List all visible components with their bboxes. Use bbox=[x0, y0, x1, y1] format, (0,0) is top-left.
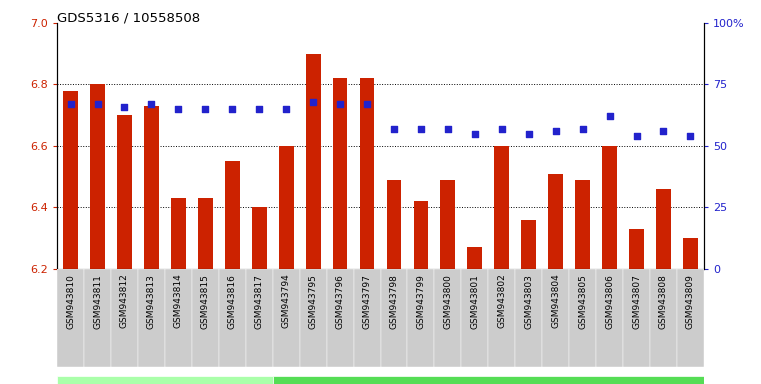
Bar bbox=[596, 269, 623, 367]
Bar bbox=[252, 207, 266, 269]
Bar bbox=[380, 269, 407, 367]
Bar bbox=[219, 269, 246, 367]
Text: GSM943800: GSM943800 bbox=[444, 274, 452, 329]
Point bbox=[91, 101, 103, 107]
Bar bbox=[326, 269, 354, 367]
Bar bbox=[117, 115, 132, 269]
Bar bbox=[495, 146, 509, 269]
Bar bbox=[543, 269, 569, 367]
Point bbox=[469, 131, 481, 137]
Point bbox=[523, 131, 535, 137]
Point bbox=[119, 104, 131, 110]
Bar bbox=[435, 269, 461, 367]
Bar bbox=[90, 84, 105, 269]
Bar bbox=[198, 198, 213, 269]
Bar bbox=[650, 269, 677, 367]
Text: GSM943811: GSM943811 bbox=[93, 274, 102, 329]
Text: GSM943807: GSM943807 bbox=[632, 274, 641, 329]
Bar bbox=[413, 201, 428, 269]
Point bbox=[65, 101, 77, 107]
Point bbox=[172, 106, 184, 112]
Bar bbox=[171, 198, 186, 269]
Point bbox=[415, 126, 427, 132]
Bar bbox=[57, 269, 84, 367]
Point bbox=[577, 126, 589, 132]
Bar bbox=[300, 269, 326, 367]
Bar bbox=[224, 161, 240, 269]
Text: GSM943805: GSM943805 bbox=[578, 274, 587, 329]
Bar bbox=[461, 269, 489, 367]
Point bbox=[603, 113, 616, 119]
Bar bbox=[387, 180, 401, 269]
Point bbox=[307, 99, 319, 105]
Bar bbox=[306, 54, 320, 269]
Bar bbox=[63, 91, 78, 269]
Bar bbox=[279, 146, 294, 269]
Point bbox=[630, 133, 642, 139]
Bar bbox=[272, 376, 704, 384]
Point bbox=[361, 101, 373, 107]
Text: GSM943802: GSM943802 bbox=[497, 274, 506, 328]
Point bbox=[388, 126, 400, 132]
Bar bbox=[192, 269, 219, 367]
Text: GSM943803: GSM943803 bbox=[524, 274, 533, 329]
Point bbox=[684, 133, 696, 139]
Bar bbox=[84, 269, 111, 367]
Point bbox=[442, 126, 454, 132]
Text: GSM943804: GSM943804 bbox=[551, 274, 560, 328]
Point bbox=[549, 128, 562, 134]
Text: GDS5316 / 10558508: GDS5316 / 10558508 bbox=[57, 12, 200, 25]
Bar bbox=[629, 229, 644, 269]
Bar bbox=[441, 180, 455, 269]
Point bbox=[658, 128, 670, 134]
Bar bbox=[57, 376, 272, 384]
Bar bbox=[569, 269, 596, 367]
Bar bbox=[246, 269, 272, 367]
Bar bbox=[602, 146, 617, 269]
Bar bbox=[548, 174, 563, 269]
Bar bbox=[575, 180, 590, 269]
Text: GSM943799: GSM943799 bbox=[416, 274, 425, 329]
Text: GSM943814: GSM943814 bbox=[174, 274, 183, 328]
Bar bbox=[489, 269, 515, 367]
Text: GSM943813: GSM943813 bbox=[147, 274, 156, 329]
Bar bbox=[165, 269, 192, 367]
Text: GSM943817: GSM943817 bbox=[255, 274, 264, 329]
Text: GSM943806: GSM943806 bbox=[605, 274, 614, 329]
Bar bbox=[360, 78, 374, 269]
Text: GSM943798: GSM943798 bbox=[390, 274, 399, 329]
Text: GSM943801: GSM943801 bbox=[470, 274, 479, 329]
Bar bbox=[656, 189, 671, 269]
Bar bbox=[521, 220, 537, 269]
Point bbox=[253, 106, 266, 112]
Point bbox=[145, 101, 158, 107]
Bar bbox=[467, 247, 482, 269]
Bar bbox=[677, 269, 704, 367]
Bar bbox=[515, 269, 543, 367]
Point bbox=[495, 126, 508, 132]
Bar bbox=[333, 78, 348, 269]
Bar bbox=[407, 269, 435, 367]
Text: GSM943810: GSM943810 bbox=[66, 274, 75, 329]
Text: GSM943808: GSM943808 bbox=[659, 274, 668, 329]
Text: GSM943816: GSM943816 bbox=[228, 274, 237, 329]
Bar bbox=[138, 269, 165, 367]
Text: GSM943796: GSM943796 bbox=[336, 274, 345, 329]
Bar bbox=[623, 269, 650, 367]
Text: GSM943797: GSM943797 bbox=[362, 274, 371, 329]
Bar bbox=[683, 238, 698, 269]
Point bbox=[280, 106, 292, 112]
Point bbox=[334, 101, 346, 107]
Point bbox=[226, 106, 238, 112]
Text: GSM943815: GSM943815 bbox=[201, 274, 210, 329]
Text: GSM943795: GSM943795 bbox=[309, 274, 317, 329]
Bar bbox=[111, 269, 138, 367]
Text: GSM943809: GSM943809 bbox=[686, 274, 695, 329]
Point bbox=[199, 106, 212, 112]
Text: GSM943794: GSM943794 bbox=[282, 274, 291, 328]
Text: GSM943812: GSM943812 bbox=[120, 274, 129, 328]
Bar bbox=[144, 106, 159, 269]
Bar bbox=[354, 269, 380, 367]
Bar bbox=[272, 269, 300, 367]
